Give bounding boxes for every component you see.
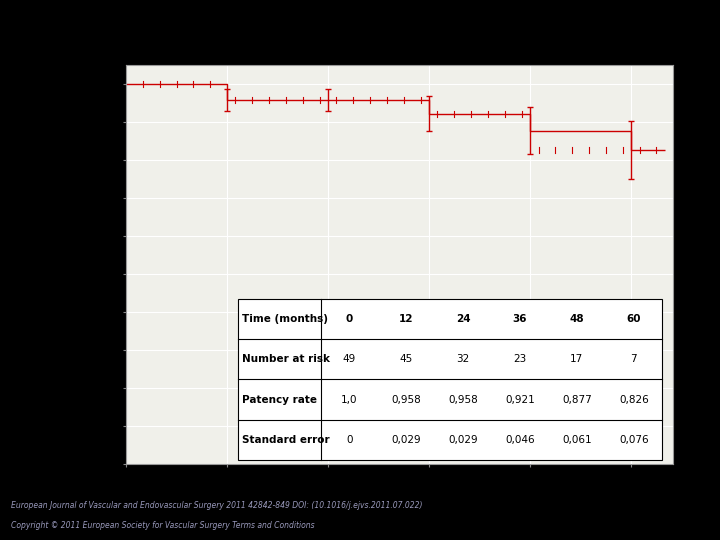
Text: 0,046: 0,046 xyxy=(505,435,535,445)
Bar xyxy=(238,299,662,461)
Text: European Journal of Vascular and Endovascular Surgery 2011 42842-849 DOI: (10.10: European Journal of Vascular and Endovas… xyxy=(11,501,423,510)
Text: 0,877: 0,877 xyxy=(562,395,592,404)
Y-axis label: Secondary patency rate (with standard error bars): Secondary patency rate (with standard er… xyxy=(85,141,95,388)
Text: Copyright © 2011 European Society for Vascular Surgery Terms and Conditions: Copyright © 2011 European Society for Va… xyxy=(11,521,315,530)
Text: 60: 60 xyxy=(626,314,641,324)
Text: Patency rate: Patency rate xyxy=(243,395,318,404)
Text: 0,921: 0,921 xyxy=(505,395,535,404)
Text: 45: 45 xyxy=(400,354,413,364)
Text: 0: 0 xyxy=(346,314,353,324)
Text: 0,958: 0,958 xyxy=(449,395,478,404)
Text: 36: 36 xyxy=(513,314,527,324)
Text: 1,0: 1,0 xyxy=(341,395,358,404)
Text: 48: 48 xyxy=(570,314,584,324)
Text: Figure 10: Figure 10 xyxy=(325,19,395,34)
Text: Time (months): Time (months) xyxy=(243,314,328,324)
Text: 0,076: 0,076 xyxy=(619,435,649,445)
Text: Number at risk: Number at risk xyxy=(243,354,330,364)
Text: 23: 23 xyxy=(513,354,526,364)
Text: 0,029: 0,029 xyxy=(392,435,421,445)
Text: 32: 32 xyxy=(456,354,469,364)
Text: 0,958: 0,958 xyxy=(392,395,421,404)
Text: 0,826: 0,826 xyxy=(619,395,649,404)
Text: 12: 12 xyxy=(399,314,413,324)
Text: 17: 17 xyxy=(570,354,583,364)
Text: 49: 49 xyxy=(343,354,356,364)
Text: 0: 0 xyxy=(346,435,353,445)
Text: Standard error: Standard error xyxy=(243,435,330,445)
X-axis label: Months: Months xyxy=(377,488,423,501)
Text: 0,029: 0,029 xyxy=(449,435,478,445)
Text: 7: 7 xyxy=(631,354,637,364)
Text: 24: 24 xyxy=(456,314,470,324)
Text: 0,061: 0,061 xyxy=(562,435,592,445)
